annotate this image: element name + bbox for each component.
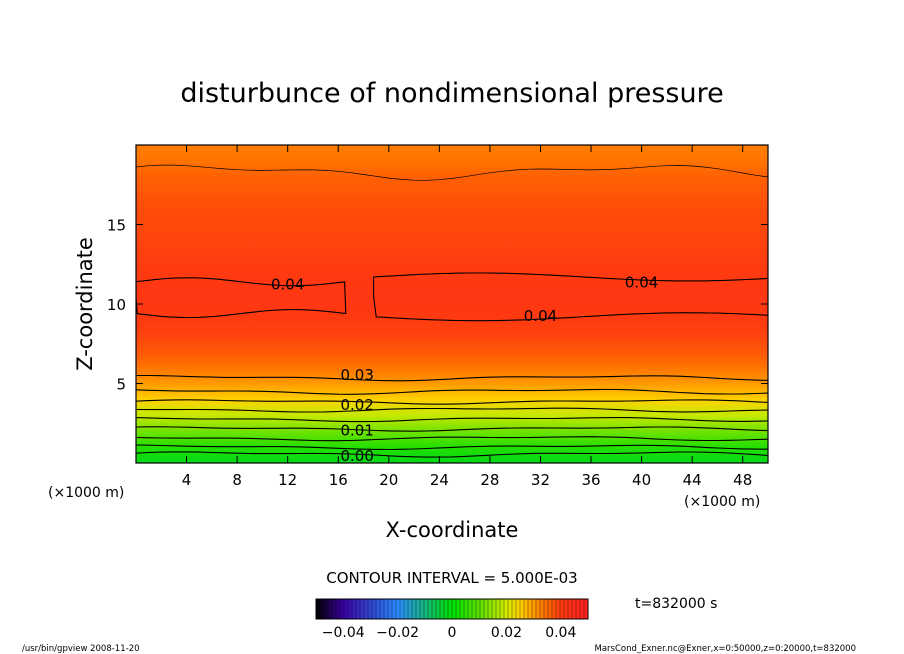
x-tick-label: 24 [430, 471, 449, 489]
y-tick-label: 5 [116, 376, 126, 394]
contour-line [136, 399, 768, 405]
x-tick-label: 36 [581, 471, 600, 489]
x-tick-label: 44 [683, 471, 702, 489]
contour-labels: 0.04 0.04 0.04 0.03 0.02 0.01 0.00 [271, 274, 658, 465]
contour-label: 0.04 [524, 307, 557, 325]
contour-line [136, 451, 768, 458]
x-unit-left: (×1000 m) [48, 485, 124, 501]
contour-line [136, 374, 768, 382]
contour-label: 0.04 [625, 274, 658, 292]
colorbar: −0.04 −0.02 0 0.02 0.04 [315, 598, 589, 641]
x-axis-ticks: 4 8 12 16 20 24 28 32 36 40 44 48 [182, 145, 752, 489]
colorbar-tick-label: −0.04 [322, 625, 365, 641]
contour-line [136, 277, 347, 319]
contour-line [136, 164, 768, 181]
x-tick-label: 48 [733, 471, 752, 489]
y-axis-label: Z-coordinate [73, 237, 97, 371]
footer-left: /usr/bin/gpview 2008-11-20 [22, 644, 140, 654]
x-tick-label: 4 [182, 471, 192, 489]
x-tick-label: 32 [531, 471, 550, 489]
colorbar-tick-label: −0.02 [376, 625, 419, 641]
colorbar-frame [315, 598, 589, 620]
x-unit-right: (×1000 m) [684, 494, 760, 510]
x-tick-label: 8 [232, 471, 242, 489]
contour-line [136, 417, 768, 423]
x-tick-label: 40 [632, 471, 651, 489]
contour-line [136, 407, 768, 413]
contour-label: 0.04 [271, 275, 304, 293]
x-axis-label: X-coordinate [386, 518, 519, 542]
contour-label: 0.00 [340, 447, 373, 465]
contour-label: 0.02 [340, 396, 373, 414]
contour-line [373, 272, 768, 322]
plot-area: 0.04 0.040.040.030.020.010.00 4 8 12 16 20 24 2… [107, 144, 769, 489]
x-tick-label: 12 [278, 471, 297, 489]
contour-lines [136, 164, 768, 458]
colorbar-ticks: −0.04 −0.02 0 0.02 0.04 [322, 625, 577, 641]
colorbar-tick-label: 0.02 [491, 625, 522, 641]
contour-label: 0.01 [340, 422, 373, 440]
contour-line [136, 426, 768, 432]
time-label: t=832000 s [635, 596, 717, 612]
footer-right: MarsCond_Exner.nc@Exner,x=0:50000,z=0:20… [594, 644, 856, 654]
x-tick-label: 16 [329, 471, 348, 489]
contour-line [136, 436, 768, 442]
contour-line [136, 444, 768, 451]
x-tick-label: 28 [480, 471, 499, 489]
heatmap-field [136, 145, 768, 463]
y-tick-label: 10 [107, 296, 126, 314]
colorbar-stripes [315, 599, 589, 619]
contour-interval: CONTOUR INTERVAL = 5.000E-03 [326, 569, 577, 587]
y-tick-label: 15 [107, 217, 126, 235]
contour-line [136, 388, 768, 395]
colorbar-tick-label: 0 [448, 625, 457, 641]
y-axis-ticks: 5 10 15 [107, 217, 768, 394]
colorbar-tick-label: 0.04 [545, 625, 576, 641]
contour-label: 0.03 [340, 366, 373, 384]
chart-title: disturbunce of nondimensional pressure [180, 78, 723, 109]
x-tick-label: 20 [379, 471, 398, 489]
